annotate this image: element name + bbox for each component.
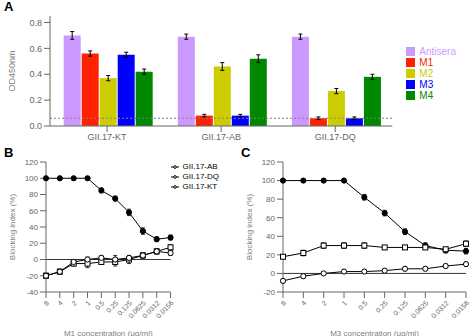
- svg-text:Blocking index (%): Blocking index (%): [245, 194, 254, 261]
- svg-text:40: 40: [29, 223, 38, 232]
- svg-text:2: 2: [320, 299, 328, 307]
- svg-text:0.2: 0.2: [29, 95, 42, 105]
- svg-text:0.4: 0.4: [29, 69, 42, 79]
- svg-text:M1 concentration (μg/ml): M1 concentration (μg/ml): [64, 329, 153, 336]
- svg-text:8: 8: [43, 299, 51, 307]
- html-text:C: C: [241, 145, 251, 160]
- svg-text:0.0312: 0.0312: [140, 299, 161, 320]
- svg-text:1: 1: [84, 299, 92, 307]
- svg-text:4: 4: [300, 299, 308, 307]
- svg-text:OD450nm: OD450nm: [8, 50, 17, 91]
- svg-text:0.125: 0.125: [392, 299, 409, 316]
- svg-text:8: 8: [280, 299, 288, 307]
- svg-text:0.0625: 0.0625: [409, 299, 429, 319]
- svg-text:40: 40: [266, 232, 275, 241]
- html-text:GII.17-DQ: GII.17-DQ: [182, 172, 219, 181]
- html-text:GII.17-KT: GII.17-KT: [182, 182, 218, 191]
- svg-text:0.5: 0.5: [357, 299, 369, 311]
- svg-text:20: 20: [29, 239, 38, 248]
- svg-text:0.25: 0.25: [374, 299, 389, 314]
- svg-text:-40: -40: [26, 288, 38, 297]
- svg-text:0.0625: 0.0625: [127, 299, 148, 320]
- svg-text:0.125: 0.125: [115, 299, 134, 317]
- svg-text:100: 100: [25, 174, 39, 183]
- svg-text:0.0156: 0.0156: [450, 299, 466, 319]
- html-text:M1: M1: [419, 56, 434, 68]
- svg-text:80: 80: [29, 190, 38, 199]
- svg-text:0.0312: 0.0312: [430, 299, 450, 319]
- html-text:Antisera: Antisera: [419, 45, 456, 57]
- svg-text:0.0: 0.0: [29, 121, 42, 131]
- svg-text:100: 100: [262, 176, 276, 185]
- svg-text:0.5: 0.5: [93, 299, 106, 312]
- svg-text:120: 120: [262, 158, 276, 167]
- svg-text:0.25: 0.25: [104, 299, 120, 314]
- svg-text:1: 1: [341, 299, 349, 307]
- svg-text:Blocking index (%): Blocking index (%): [8, 194, 17, 261]
- svg-text:GII.17-AB: GII.17-AB: [201, 132, 241, 142]
- svg-text:60: 60: [29, 207, 38, 216]
- svg-text:0: 0: [271, 269, 276, 278]
- svg-text:0.0156: 0.0156: [155, 299, 175, 319]
- svg-text:M3 concentration (μg/ml): M3 concentration (μg/ml): [330, 329, 419, 336]
- svg-text:0: 0: [34, 255, 39, 264]
- svg-text:80: 80: [266, 195, 275, 204]
- svg-text:-20: -20: [263, 288, 275, 297]
- svg-text:60: 60: [266, 214, 275, 223]
- svg-text:20: 20: [266, 251, 275, 260]
- svg-text:0.8: 0.8: [29, 18, 42, 28]
- svg-text:-20: -20: [26, 272, 38, 281]
- html-text:A: A: [4, 0, 14, 14]
- svg-text:120: 120: [25, 158, 39, 167]
- html-text:M3: M3: [419, 78, 434, 90]
- html-text:B: B: [4, 145, 14, 160]
- svg-text:4: 4: [56, 299, 64, 307]
- svg-text:GII.17-DQ: GII.17-DQ: [315, 132, 356, 142]
- svg-text:2: 2: [70, 299, 78, 307]
- svg-text:GII.17-KT: GII.17-KT: [88, 132, 128, 142]
- html-text:M4: M4: [419, 89, 434, 101]
- svg-text:0.6: 0.6: [29, 44, 42, 54]
- html-text:M2: M2: [419, 67, 434, 79]
- html-text:GII.17-AB: GII.17-AB: [182, 162, 218, 171]
